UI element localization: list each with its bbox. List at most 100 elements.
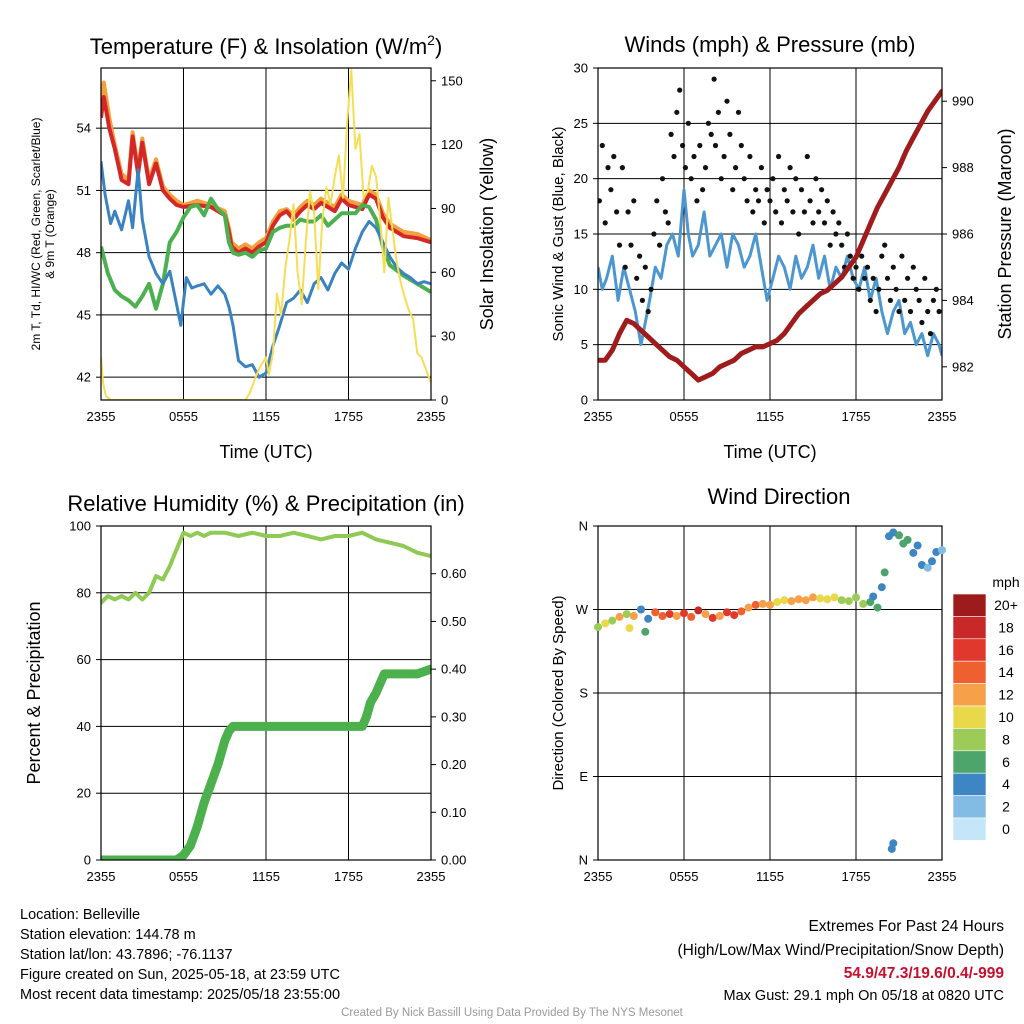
y-tick-label: 0 xyxy=(581,393,588,408)
colorbar-label: 10 xyxy=(998,709,1014,725)
gust-point xyxy=(677,87,683,93)
dir-ylabel-left: Direction (Colored By Speed) xyxy=(550,595,567,790)
direction-point xyxy=(889,839,898,848)
title-sup: 2 xyxy=(427,32,435,48)
wind-title: Winds (mph) & Pressure (mb) xyxy=(625,32,916,57)
y2-tick-label: 0.60 xyxy=(441,566,466,581)
gust-point xyxy=(662,209,669,215)
wind-series xyxy=(598,76,942,383)
gust-point xyxy=(830,209,836,215)
direction-point xyxy=(852,593,860,602)
gust-point xyxy=(907,308,914,315)
x-tick-label: 2355 xyxy=(87,409,116,424)
y2-tick-label: 0.30 xyxy=(441,709,466,724)
gust-point xyxy=(853,264,859,270)
gust-point xyxy=(688,176,694,182)
temp-frame xyxy=(100,67,432,401)
footer-location: Location: Belleville xyxy=(20,907,141,923)
gust-point xyxy=(925,308,931,315)
gust-point xyxy=(770,176,776,182)
colorbar-swatch xyxy=(952,795,987,819)
temp-ylabel-left-2: & 9m T (Orange) xyxy=(43,189,57,279)
gust-point xyxy=(668,131,674,137)
gust-point xyxy=(738,142,744,149)
title-main: Temperature (F) & Insolation (W/m xyxy=(90,34,427,59)
x-tick-label: 2355 xyxy=(928,869,957,884)
direction-point xyxy=(615,612,624,621)
gust-point xyxy=(870,275,876,281)
direction-point xyxy=(928,557,936,566)
gust-point xyxy=(741,176,747,182)
x-tick-label: 2355 xyxy=(928,409,957,424)
y-tick-label: 40 xyxy=(77,719,91,734)
direction-point xyxy=(794,595,803,604)
direction-point xyxy=(715,612,724,620)
y-tick-label: 42 xyxy=(77,370,91,385)
colorbar-swatch xyxy=(952,772,987,796)
gust-point xyxy=(735,109,742,115)
y-tick-label: 10 xyxy=(574,282,588,297)
y-tick-label: S xyxy=(579,686,588,701)
wind-xlabel: Time (UTC) xyxy=(723,442,816,462)
gust-point xyxy=(902,297,908,303)
y-tick-label: 20 xyxy=(77,786,91,801)
colorbar-swatch xyxy=(952,593,987,617)
gust-point xyxy=(616,242,623,248)
direction-point xyxy=(751,600,760,609)
direction-point xyxy=(877,583,886,592)
y-tick-label: 45 xyxy=(77,307,91,322)
y2-tick-label: 30 xyxy=(441,329,455,344)
colorbar-swatch xyxy=(952,638,987,662)
gust-point xyxy=(700,187,706,193)
y-tick-label: 80 xyxy=(77,585,91,600)
gust-point xyxy=(864,264,871,270)
temp-series xyxy=(101,69,431,400)
direction-point xyxy=(859,599,868,608)
rh-series xyxy=(101,530,431,860)
colorbar-unit: mph xyxy=(992,574,1019,590)
gust-point xyxy=(637,253,643,259)
direction-point xyxy=(737,607,746,616)
gust-point xyxy=(827,242,833,248)
credit-line: Created By Nick Bassill Using Data Provi… xyxy=(341,1007,683,1019)
gust-point xyxy=(839,242,845,248)
gust-point xyxy=(836,220,842,226)
x-tick-label: 2355 xyxy=(584,409,613,424)
rh-series-line-1 xyxy=(101,664,431,860)
x-tick-label: 1755 xyxy=(334,409,363,424)
gust-point xyxy=(674,109,680,115)
colorbar-label: 4 xyxy=(1002,776,1010,792)
gust-point xyxy=(821,220,828,226)
x-tick-label: 1155 xyxy=(252,409,280,424)
gust-point xyxy=(867,297,873,303)
temp-series-line-2 xyxy=(101,196,431,311)
gust-point xyxy=(730,187,736,193)
y-tick-label: N xyxy=(579,519,588,534)
gust-point xyxy=(873,308,879,315)
colorbar-label: 18 xyxy=(998,619,1014,635)
gust-point xyxy=(813,176,819,182)
gust-point xyxy=(793,176,799,182)
gust-point xyxy=(654,198,660,204)
direction-point xyxy=(844,597,853,606)
gust-point xyxy=(753,187,759,193)
gust-point xyxy=(715,109,722,115)
x-tick-label: 2355 xyxy=(87,869,116,884)
temp-ylabel-right: Solar Insolation (Yellow) xyxy=(477,138,497,330)
direction-point xyxy=(625,624,634,633)
direction-point xyxy=(601,619,610,628)
direction-point xyxy=(787,597,796,606)
gust-point xyxy=(890,264,896,270)
gust-point xyxy=(608,187,614,193)
dir-title: Wind Direction xyxy=(707,484,850,509)
gust-point xyxy=(936,308,942,315)
y-tick-label: 100 xyxy=(69,519,91,534)
colorbar-label: 16 xyxy=(998,642,1014,658)
direction-point xyxy=(880,568,889,577)
direction-point xyxy=(641,627,650,636)
direction-point xyxy=(938,546,946,555)
gust-point xyxy=(665,220,671,226)
gust-point xyxy=(614,209,620,215)
direction-points xyxy=(594,528,946,853)
colorbar-label: 0 xyxy=(1002,821,1010,837)
